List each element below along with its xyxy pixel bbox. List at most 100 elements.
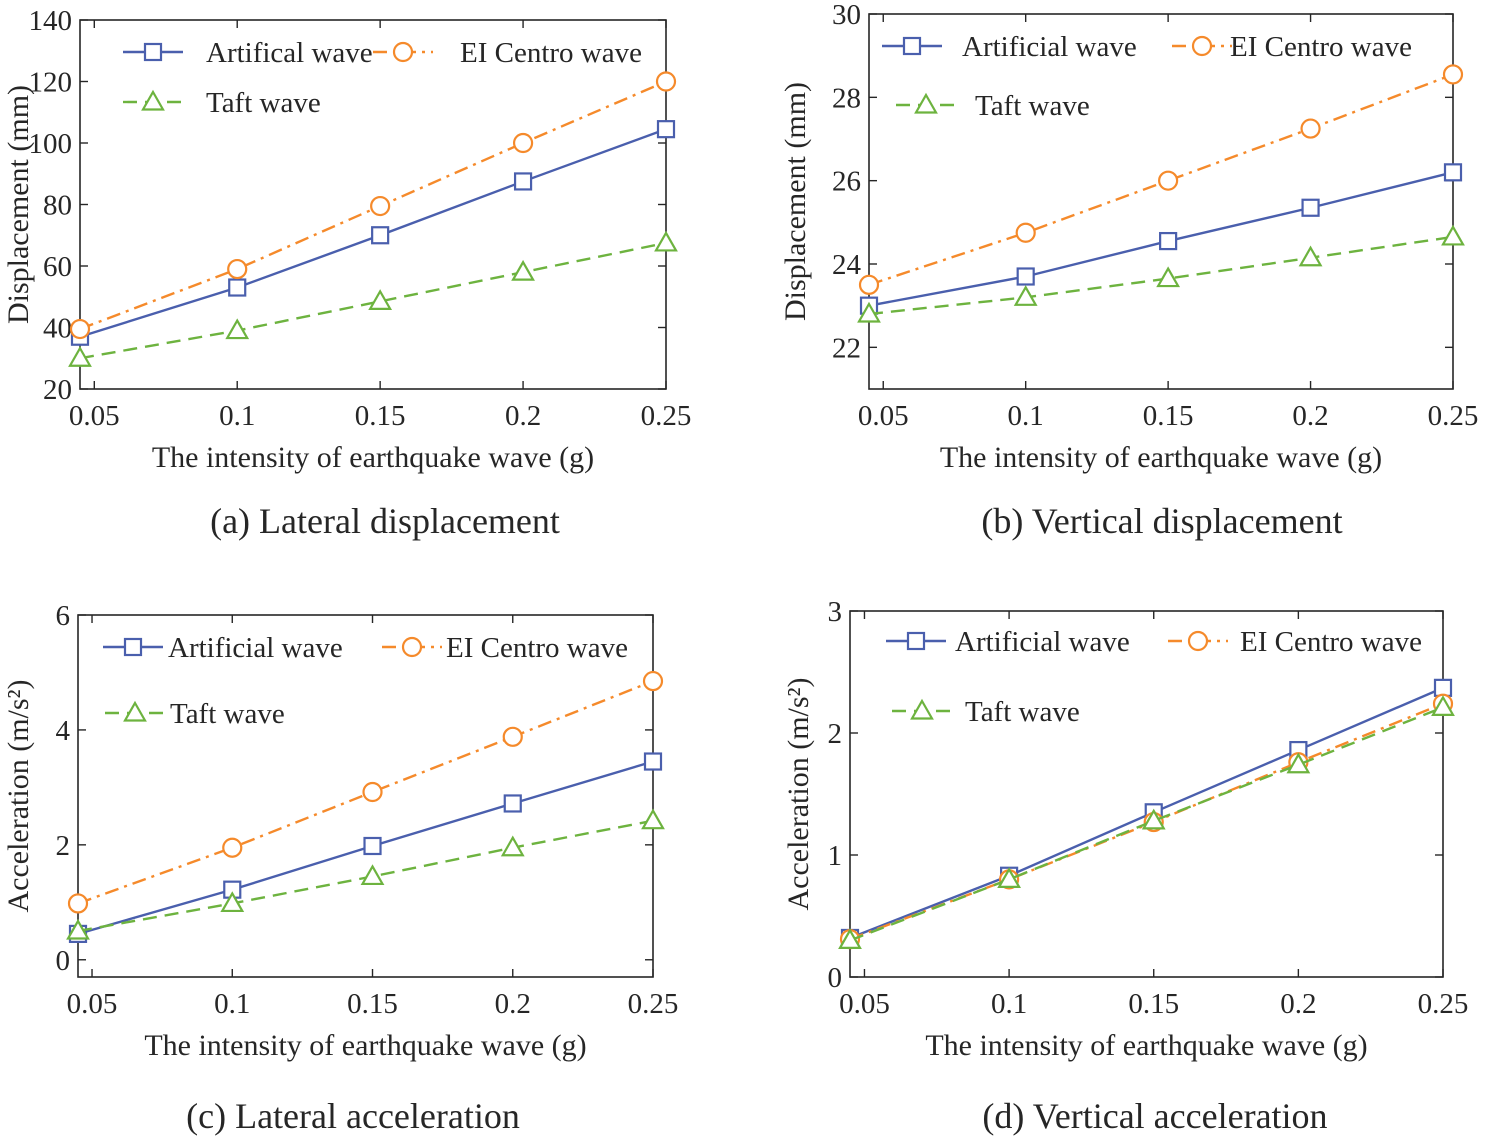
x-tick-label: 0.05 [858,400,909,432]
data-point-taft [500,835,525,857]
data-point-elcentro [362,781,383,803]
x-tick-label: 0.2 [1280,988,1316,1020]
legend-marker-artificial [143,42,163,62]
data-point-taft [1298,245,1323,267]
series-line-taft [849,706,1444,942]
data-point-taft [1156,266,1181,288]
y-tick-label: 2 [56,830,71,862]
x-tick-label: 0.25 [641,400,692,432]
series-line-taft [79,241,667,360]
data-point-taft [838,928,862,950]
y-tick-label: 20 [43,374,72,406]
x-tick-label: 0.15 [1143,400,1194,432]
data-point-artificial [1016,267,1035,286]
legend-label-artificial: Artificial wave [955,626,1130,658]
data-point-taft [654,230,678,252]
data-point-taft [220,891,245,913]
legend-label-elcentro: EI Centro wave [1240,626,1422,658]
data-point-artificial [228,278,247,297]
plot-frame [868,13,1454,390]
x-tick-label: 0.05 [839,988,890,1020]
data-point-taft [641,808,665,830]
y-axis-title: Acceleration (m/s²) [2,679,35,912]
data-point-elcentro [227,258,248,280]
data-point-elcentro [69,318,91,340]
data-point-elcentro [1442,64,1464,85]
x-tick-label: 0.1 [219,400,255,432]
y-tick-label: 4 [56,715,71,747]
data-point-taft [1286,752,1311,774]
data-point-elcentro [1015,222,1036,243]
legend-label-elcentro: EI Centro wave [446,632,628,664]
x-tick-label: 0.25 [1428,400,1479,432]
y-tick-label: 2 [828,718,843,750]
y-tick-label: 28 [832,82,861,114]
y-axis-title: Acceleration (m/s²) [782,677,815,910]
x-axis-title: The intensity of earthquake wave (g) [925,1029,1367,1062]
data-point-artificial [503,794,522,813]
x-tick-label: 0.1 [1008,400,1044,432]
legend-marker-elcentro [392,41,414,63]
data-point-artificial [1443,163,1463,182]
data-point-taft [1013,285,1038,306]
x-tick-label: 0.1 [991,988,1027,1020]
data-point-elcentro [67,893,89,914]
legend-label-taft: Taft wave [206,87,321,119]
data-point-elcentro [370,195,391,217]
data-point-elcentro [502,726,523,747]
x-tick-label: 0.1 [214,988,250,1020]
y-tick-label: 1 [828,840,843,872]
legend-marker-artificial [902,36,922,56]
data-point-elcentro [1300,118,1321,139]
x-tick-label: 0.2 [505,400,541,432]
data-point-artificial [1301,198,1320,217]
y-axis-title: Displacement (mm) [2,85,35,324]
legend-marker-elcentro [1187,630,1209,652]
data-point-taft [857,301,881,323]
y-tick-label: 24 [832,249,862,281]
y-tick-label: 22 [832,332,861,364]
data-point-artificial [371,226,390,245]
data-point-taft [1441,224,1465,246]
data-point-taft [997,867,1021,889]
legend-label-taft: Taft wave [170,698,285,730]
data-point-taft [1141,808,1166,830]
plot-frame [77,614,654,978]
legend-marker-elcentro [401,636,423,658]
legend-label-elcentro: EI Centro wave [460,37,642,69]
x-tick-label: 0.25 [628,988,679,1020]
x-axis-title: The intensity of earthquake wave (g) [940,441,1382,474]
x-axis-title: The intensity of earthquake wave (g) [152,441,594,474]
x-tick-label: 0.15 [347,988,398,1020]
y-tick-label: 0 [828,962,843,994]
legend-label-artificial: Artificial wave [962,31,1137,63]
data-point-taft [1431,695,1455,716]
y-tick-label: 60 [43,251,72,283]
y-tick-label: 40 [43,313,72,345]
x-tick-label: 0.2 [1292,400,1328,432]
chart-panel-c: 0.05 0.1 0.15 0.2 0.25 0 2 4 6 The intensity of e… [2,600,678,1136]
legend-label-taft: Taft wave [965,696,1080,728]
legend-marker-elcentro [1191,35,1213,57]
legend-label-artificial: Artifical wave [206,37,373,69]
x-tick-label: 0.05 [69,400,120,432]
data-point-taft [225,318,250,340]
data-point-elcentro [222,837,243,858]
y-tick-label: 6 [56,600,71,632]
data-point-artificial [1159,231,1178,251]
data-point-taft [360,864,385,886]
data-point-artificial [1433,678,1453,697]
data-point-elcentro [512,132,534,154]
panel-caption: (c) Lateral acceleration [186,1096,520,1136]
series-line-taft [868,235,1454,316]
legend-label-taft: Taft wave [975,90,1090,122]
data-point-elcentro [655,71,677,92]
y-tick-label: 140 [29,5,73,37]
data-point-taft [66,918,90,940]
legend-marker-artificial [123,637,143,657]
data-point-elcentro [858,274,880,295]
y-tick-label: 3 [828,596,843,628]
y-axis-title: Displacement (mm) [779,82,812,321]
data-point-taft [68,346,92,367]
